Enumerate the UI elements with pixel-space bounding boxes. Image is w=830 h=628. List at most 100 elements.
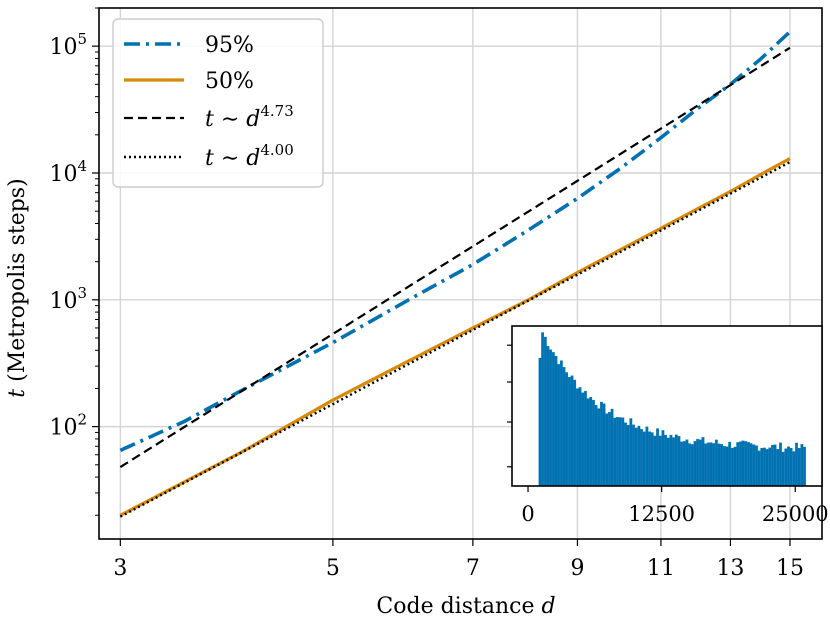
- inset: 0 12500 25000: [507, 325, 829, 526]
- inset-bar: [672, 437, 675, 487]
- inset-bar: [784, 448, 788, 487]
- x-tick-label: 15: [776, 556, 804, 581]
- inset-bar: [637, 425, 641, 487]
- inset-bar: [626, 424, 630, 487]
- inset-bar: [779, 442, 782, 487]
- legend-box: [112, 18, 324, 188]
- inset-bar: [608, 412, 611, 487]
- inset-bar: [701, 437, 705, 487]
- y-tick-label: 103: [49, 284, 87, 314]
- inset-bar: [714, 439, 718, 487]
- inset-bar: [666, 437, 670, 487]
- inset-bar: [680, 441, 683, 487]
- inset-bar: [565, 372, 569, 487]
- inset-frame: [511, 325, 823, 487]
- inset-bar: [677, 436, 681, 487]
- inset-bar: [632, 424, 635, 487]
- inset-bar: [557, 364, 561, 487]
- inset-bar: [570, 375, 574, 487]
- inset-bar: [696, 438, 700, 487]
- inset-bar: [755, 445, 758, 487]
- x-tick-label: 9: [570, 556, 584, 581]
- inset-bar: [543, 336, 547, 487]
- inset-bar: [682, 441, 686, 487]
- inset-bar: [640, 428, 643, 487]
- inset-bar: [773, 444, 777, 487]
- inset-bar: [690, 444, 694, 487]
- inset-bar: [661, 430, 665, 487]
- inset-bar: [792, 451, 796, 487]
- inset-bar: [688, 443, 692, 487]
- y-axis-label-text: (Metropolis steps): [5, 178, 30, 382]
- inset-bar: [605, 413, 609, 487]
- inset-bar: [781, 451, 785, 487]
- x-axis-label-text: Code distance: [376, 594, 534, 619]
- inset-bar: [648, 431, 651, 487]
- plot-frame: [98, 7, 823, 540]
- inset-bar: [733, 446, 737, 487]
- legend: 95% 50% t ∼ d4.73 t ∼ d4.00: [112, 18, 324, 188]
- inset-bar: [752, 444, 756, 487]
- y-tick-label: 105: [49, 30, 87, 60]
- series-line-dashed: [119, 46, 791, 468]
- inset-bar: [664, 434, 667, 487]
- inset-bar: [800, 444, 804, 487]
- inset-bar: [618, 417, 622, 487]
- x-axis-label: Code distance d: [376, 594, 555, 619]
- inset-bar: [554, 355, 558, 487]
- plot-frame-rect: [98, 7, 823, 540]
- x-tick-label: 7: [466, 556, 480, 581]
- inset-bar: [736, 442, 740, 487]
- inset-bar: [602, 403, 606, 487]
- inset-bar: [768, 447, 772, 487]
- series-layer: [119, 30, 792, 518]
- inset-bar: [789, 447, 793, 487]
- inset-bar: [712, 443, 716, 487]
- inset-bar: [549, 349, 553, 487]
- inset-bar: [621, 417, 625, 487]
- x-tick-label: 13: [716, 556, 744, 581]
- x-tick-label: 5: [326, 556, 340, 581]
- legend-label: 95%: [205, 33, 254, 58]
- x-tick-label: 3: [113, 556, 127, 581]
- inset-bar: [722, 446, 726, 487]
- inset-bar: [600, 401, 603, 487]
- inset-bar: [559, 360, 563, 487]
- inset-bar: [538, 357, 542, 487]
- inset-bar: [685, 439, 689, 487]
- inset-bar: [613, 417, 617, 487]
- inset-bar: [693, 441, 697, 487]
- inset-bar: [717, 443, 721, 487]
- inset-bar: [634, 427, 638, 487]
- inset-bar: [744, 441, 748, 487]
- series-line-dashdot: [119, 30, 792, 453]
- inset-bar: [797, 447, 801, 487]
- inset-bar: [546, 346, 550, 487]
- inset-bar: [656, 428, 659, 487]
- inset-bar: [757, 450, 761, 487]
- inset-bar: [658, 435, 662, 487]
- inset-bar: [584, 390, 587, 487]
- inset-bar: [586, 398, 590, 487]
- x-tick-label: 11: [647, 556, 675, 581]
- inset-bar: [592, 399, 595, 487]
- inset-bar: [771, 444, 774, 487]
- inset-bar: [776, 449, 780, 487]
- inset-bar: [551, 352, 555, 487]
- inset-bar: [749, 443, 753, 487]
- inset-bar: [763, 447, 766, 487]
- inset-bar: [669, 434, 673, 487]
- inset-bar: [653, 435, 657, 487]
- x-axis-label-var: d: [541, 594, 555, 619]
- inset-bar: [616, 417, 619, 487]
- inset-bar: [594, 405, 598, 487]
- inset-bar: [597, 408, 601, 487]
- inset-bar: [573, 379, 577, 487]
- inset-bar: [765, 449, 769, 487]
- y-tick-label: 104: [49, 157, 87, 187]
- inset-bar: [575, 388, 579, 487]
- inset-bar: [728, 441, 732, 487]
- series-line-dotted: [119, 161, 791, 518]
- inset-bar: [706, 442, 710, 487]
- inset-bar: [567, 376, 571, 487]
